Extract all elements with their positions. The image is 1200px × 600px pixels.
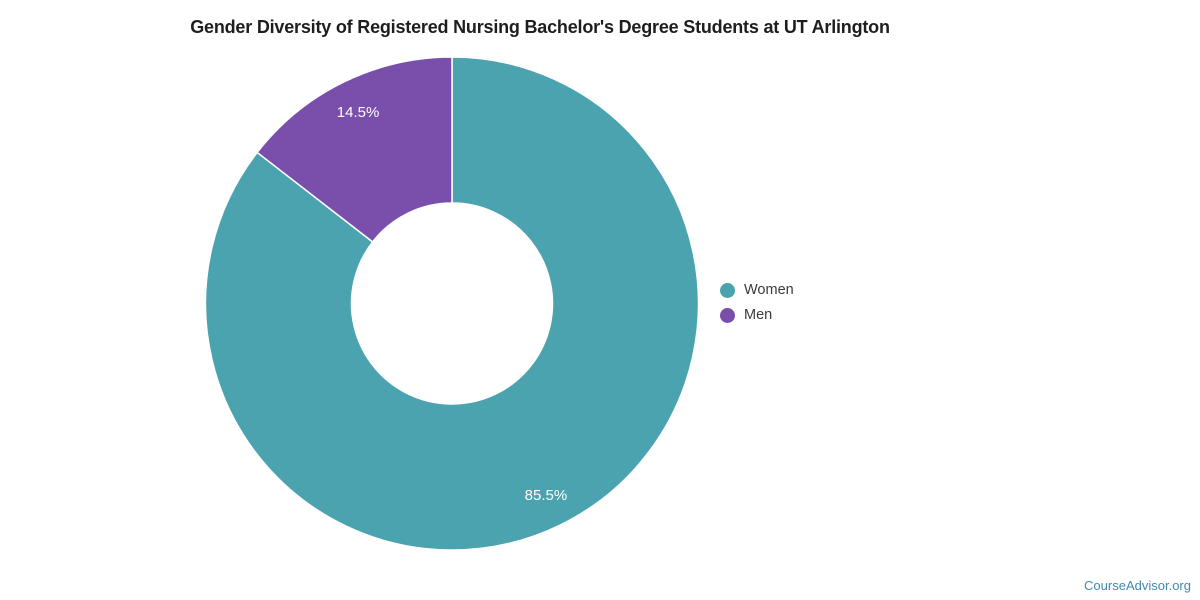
pie-slice-men[interactable] <box>256 56 453 243</box>
pie-slice-women[interactable] <box>204 56 700 551</box>
legend: Women Men <box>720 278 794 328</box>
legend-marker-icon <box>720 308 735 323</box>
legend-label: Women <box>744 282 794 299</box>
slice-label-men: 14.5% <box>337 104 380 121</box>
legend-item-men[interactable]: Men <box>720 303 794 328</box>
legend-marker-icon <box>720 283 735 298</box>
legend-item-women[interactable]: Women <box>720 278 794 303</box>
chart-title: Gender Diversity of Registered Nursing B… <box>190 17 890 37</box>
watermark-link[interactable]: CourseAdvisor.org <box>1084 578 1191 593</box>
legend-label: Men <box>744 307 773 324</box>
slice-label-women: 85.5% <box>525 487 568 504</box>
